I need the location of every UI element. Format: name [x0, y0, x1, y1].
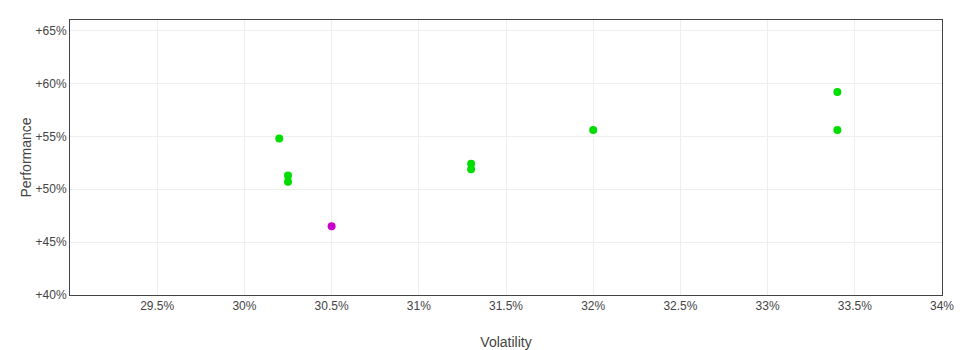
svg-text:Volatility: Volatility — [480, 334, 531, 350]
svg-text:32%: 32% — [581, 299, 605, 313]
svg-text:+45%: +45% — [36, 235, 67, 249]
svg-text:+40%: +40% — [36, 288, 67, 302]
svg-text:31%: 31% — [407, 299, 431, 313]
svg-text:30%: 30% — [232, 299, 256, 313]
svg-text:+60%: +60% — [36, 77, 67, 91]
svg-text:31.5%: 31.5% — [489, 299, 523, 313]
svg-text:33.5%: 33.5% — [838, 299, 872, 313]
svg-text:Performance: Performance — [18, 117, 34, 197]
svg-text:+55%: +55% — [36, 130, 67, 144]
svg-text:33%: 33% — [756, 299, 780, 313]
svg-text:34%: 34% — [930, 299, 954, 313]
svg-text:32.5%: 32.5% — [663, 299, 697, 313]
svg-text:+65%: +65% — [36, 24, 67, 38]
svg-text:29.5%: 29.5% — [140, 299, 174, 313]
svg-text:+50%: +50% — [36, 182, 67, 196]
svg-text:30.5%: 30.5% — [315, 299, 349, 313]
